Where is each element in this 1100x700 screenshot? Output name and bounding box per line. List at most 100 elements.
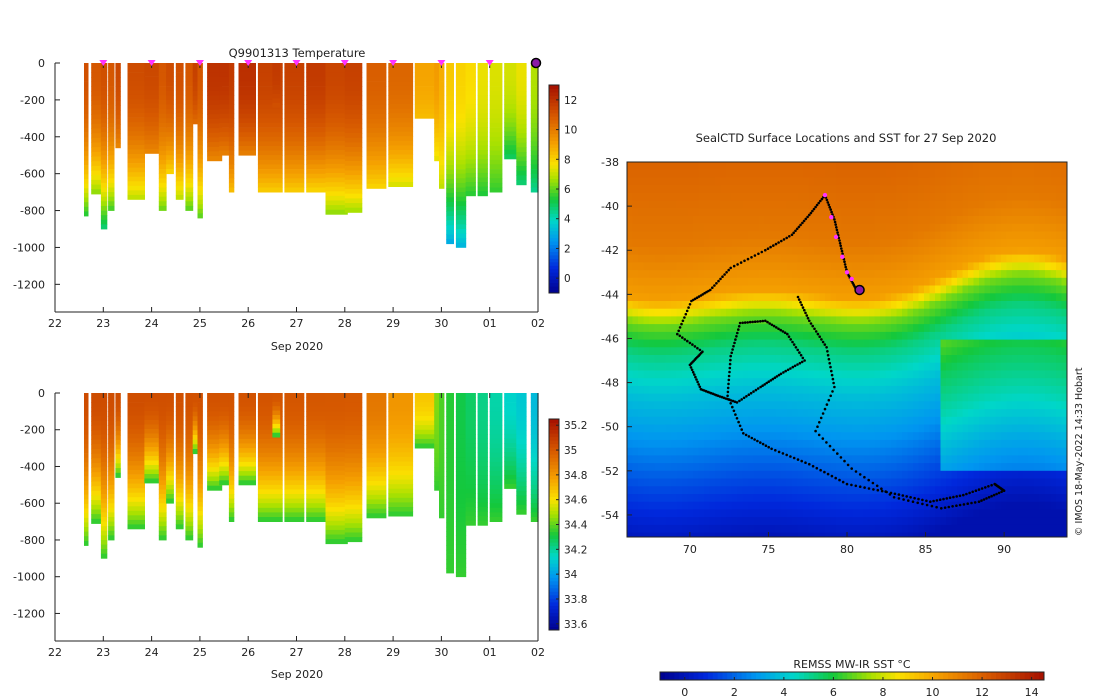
sst-cell: [737, 524, 743, 534]
sst-cell: [715, 486, 721, 495]
sst-cell: [638, 192, 644, 202]
sst-cell: [836, 185, 842, 194]
profile-cell: [84, 540, 89, 546]
sst-cell: [808, 532, 815, 537]
sst-cell: [863, 177, 870, 186]
sst-cell: [709, 162, 716, 171]
sst-cell: [693, 439, 699, 449]
sst-cell: [698, 401, 705, 410]
profile-cell: [477, 118, 488, 123]
y-tick-label: 0: [38, 57, 45, 70]
profile-cell: [84, 527, 89, 532]
sst-cell: [792, 246, 798, 256]
sst-cell: [830, 223, 837, 232]
profile-cell: [185, 150, 194, 156]
sst-cell: [852, 532, 859, 537]
sst-cell: [847, 339, 853, 348]
profile-cell: [84, 406, 89, 412]
sst-cell: [841, 501, 848, 510]
profile-cell: [219, 95, 232, 101]
sst-cell: [704, 285, 710, 294]
profile-cell: [84, 109, 89, 115]
profile-cell: [108, 178, 115, 184]
sst-cell: [643, 486, 650, 495]
colorbar-segment: [549, 91, 559, 96]
profile-cell: [439, 402, 445, 408]
profile-cell: [446, 188, 454, 194]
profile-cell: [516, 105, 527, 111]
x-tick-label: 01: [483, 646, 497, 659]
sst-cell: [753, 509, 760, 518]
sst-cell: [847, 200, 853, 209]
profile-cell: [91, 123, 102, 129]
sst-cell: [775, 270, 782, 279]
sst-cell: [748, 339, 754, 348]
profile-cell: [175, 90, 184, 96]
sst-cell: [913, 216, 919, 225]
profile-cell: [100, 192, 108, 198]
sst-cell: [907, 316, 914, 325]
profile-cell: [504, 90, 520, 96]
profile-cell: [284, 494, 305, 499]
profile-cell: [158, 132, 167, 138]
profile-cell: [207, 393, 223, 398]
sst-cell: [847, 355, 853, 364]
sst-cell: [731, 308, 738, 317]
profile-cell: [388, 172, 414, 178]
sst-cell: [759, 532, 765, 537]
sst-cell: [764, 455, 771, 464]
sst-cell: [715, 216, 721, 225]
colorbar-segment: [549, 95, 559, 100]
profile-cell: [455, 466, 467, 472]
sst-cell: [753, 231, 760, 240]
profile-cell: [100, 540, 108, 545]
sst-cell: [924, 285, 930, 294]
sst-cell: [654, 494, 661, 503]
sst-cell: [775, 177, 782, 186]
sst-cell: [891, 501, 897, 510]
sst-cell: [632, 447, 639, 456]
profile-cell: [84, 434, 89, 440]
sst-cell: [660, 316, 666, 325]
sst-cell: [764, 447, 771, 456]
sst-cell: [759, 347, 765, 356]
sst-cell: [704, 455, 710, 464]
profile-cell: [434, 439, 441, 445]
sst-cell: [847, 177, 853, 186]
profile-cell: [175, 424, 184, 430]
sst-cell: [841, 277, 848, 286]
profile-cell: [455, 118, 467, 124]
profile-cell: [455, 498, 467, 504]
profile-cell: [325, 452, 348, 458]
profile-cell: [257, 498, 283, 504]
sst-cell: [654, 169, 661, 178]
sst-cell: [858, 316, 864, 325]
sst-cell: [852, 162, 859, 171]
sst-cell: [836, 370, 842, 379]
profile-cell: [465, 493, 476, 499]
profile-cell: [344, 504, 363, 510]
profile-cell: [516, 67, 527, 73]
sst-cell: [654, 324, 661, 333]
sst-cell: [836, 470, 842, 479]
sst-cell: [715, 355, 721, 364]
profile-cell: [175, 63, 184, 68]
profile-cell: [439, 155, 445, 161]
sst-cell: [924, 331, 930, 341]
profile-cell: [84, 522, 89, 528]
sst-cell: [687, 378, 694, 387]
profile-cell: [388, 461, 414, 467]
profile-cell: [306, 109, 329, 115]
profile-cell: [325, 182, 348, 188]
profile-cell: [197, 483, 203, 489]
profile-cell: [465, 456, 476, 462]
sst-cell: [627, 470, 633, 479]
colorbar-segment: [549, 552, 559, 557]
profile-cell: [175, 433, 184, 439]
profile-cell: [465, 484, 476, 490]
sst-cell: [891, 347, 897, 356]
sst-cell: [874, 308, 881, 317]
sst-cell: [654, 177, 661, 186]
sst-cell: [907, 370, 914, 379]
profile-cell: [175, 176, 184, 182]
